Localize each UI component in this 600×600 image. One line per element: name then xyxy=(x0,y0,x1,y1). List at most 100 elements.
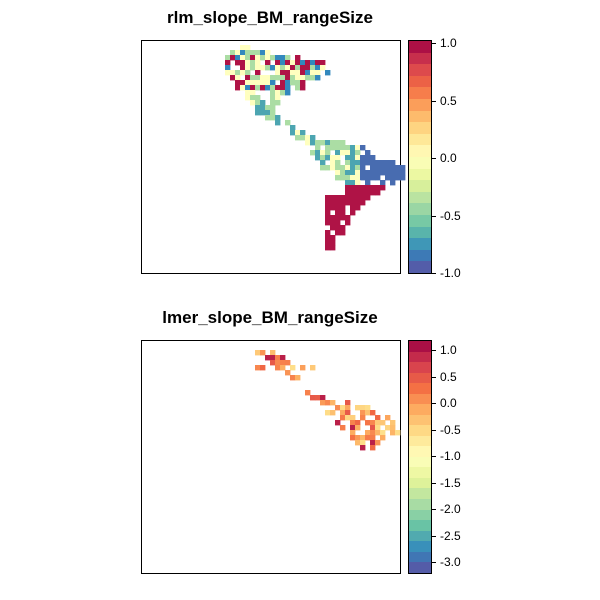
map-cell xyxy=(295,70,301,76)
map-cell xyxy=(275,100,281,106)
map-cell xyxy=(285,370,291,376)
map-cell xyxy=(330,400,336,406)
map-cell xyxy=(265,65,271,71)
map-cell xyxy=(260,110,266,116)
map-cell xyxy=(325,240,331,246)
map-cell xyxy=(325,200,331,206)
map-cell xyxy=(380,420,386,426)
map-cell xyxy=(265,85,271,91)
map-cell xyxy=(325,215,331,221)
map-cell xyxy=(225,55,231,61)
map-cell xyxy=(325,220,331,226)
map-cell xyxy=(320,165,326,171)
map-cell xyxy=(260,100,266,106)
legend-tick-label: 0.0 xyxy=(440,396,457,410)
map-cell xyxy=(325,245,331,251)
map-cell xyxy=(305,60,311,66)
map-cell xyxy=(255,60,261,66)
map-cell xyxy=(355,405,361,411)
map-cell xyxy=(365,405,371,411)
map-cell xyxy=(295,60,301,66)
map-cell xyxy=(335,215,341,221)
map-cell xyxy=(320,65,326,71)
map-cell xyxy=(350,205,356,211)
map-cell xyxy=(365,195,371,201)
map-cell xyxy=(350,435,356,441)
map-cell xyxy=(350,210,356,216)
map-frame-2 xyxy=(141,340,401,574)
map-cell xyxy=(380,165,386,171)
map-cell xyxy=(230,55,236,61)
map-cell xyxy=(265,105,271,111)
map-cell xyxy=(255,75,261,81)
map-cell xyxy=(390,180,396,186)
map-cell xyxy=(385,170,391,176)
map-cell xyxy=(375,165,381,171)
map-cell xyxy=(390,420,396,426)
map-cell xyxy=(250,90,256,96)
map-cell xyxy=(260,65,266,71)
map-cell xyxy=(335,160,341,166)
legend-tick-label: -1.5 xyxy=(440,476,461,490)
map-cell xyxy=(360,170,366,176)
map-cell xyxy=(355,190,361,196)
map-cell xyxy=(345,160,351,166)
map-cell xyxy=(395,170,401,176)
map-cell xyxy=(380,430,386,436)
map-cell xyxy=(260,105,266,111)
map-cell xyxy=(280,60,286,66)
map-cell xyxy=(340,415,346,421)
map-cell xyxy=(335,195,341,201)
map-cell xyxy=(270,90,276,96)
map-cell xyxy=(350,200,356,206)
map-cell xyxy=(360,445,366,451)
map-cell xyxy=(325,210,331,216)
legend-tick-label: -0.5 xyxy=(440,209,461,223)
map-cell xyxy=(270,80,276,86)
map-cell xyxy=(375,440,381,446)
map-cell xyxy=(275,115,281,121)
map-cell xyxy=(340,175,346,181)
map-cell xyxy=(295,135,301,141)
map-cell xyxy=(305,135,311,141)
map-cell xyxy=(250,75,256,81)
map-cell xyxy=(255,95,261,101)
map-cell xyxy=(390,160,396,166)
map-cell xyxy=(330,140,336,146)
map-cell xyxy=(225,70,231,76)
map-cell xyxy=(245,55,251,61)
map-cell xyxy=(255,100,261,106)
map-cell xyxy=(295,55,301,61)
map-cell xyxy=(335,165,341,171)
map-cell xyxy=(395,430,401,436)
map-cell xyxy=(300,65,306,71)
map-cell xyxy=(325,400,331,406)
map-cell xyxy=(345,155,351,161)
map-cell xyxy=(360,160,366,166)
map-cell xyxy=(245,60,251,66)
map-cell xyxy=(325,140,331,146)
map-cell xyxy=(355,180,361,186)
map-cell xyxy=(360,415,366,421)
map-cell xyxy=(235,55,241,61)
map-cell xyxy=(310,65,316,71)
map-cell xyxy=(295,85,301,91)
map-cell xyxy=(270,350,276,356)
map-cell xyxy=(280,65,286,71)
map-cell xyxy=(275,70,281,76)
map-cell xyxy=(240,50,246,56)
map-cell xyxy=(255,85,261,91)
map-cell xyxy=(375,425,381,431)
map-cell xyxy=(335,230,341,236)
map-cell xyxy=(325,150,331,156)
map-cell xyxy=(340,210,346,216)
map-cell xyxy=(365,160,371,166)
map-cell xyxy=(340,205,346,211)
map-cell xyxy=(305,390,311,396)
map-cell xyxy=(270,110,276,116)
map-cell xyxy=(340,200,346,206)
map-cell xyxy=(320,160,326,166)
map-cell xyxy=(330,155,336,161)
map-cell xyxy=(245,90,251,96)
